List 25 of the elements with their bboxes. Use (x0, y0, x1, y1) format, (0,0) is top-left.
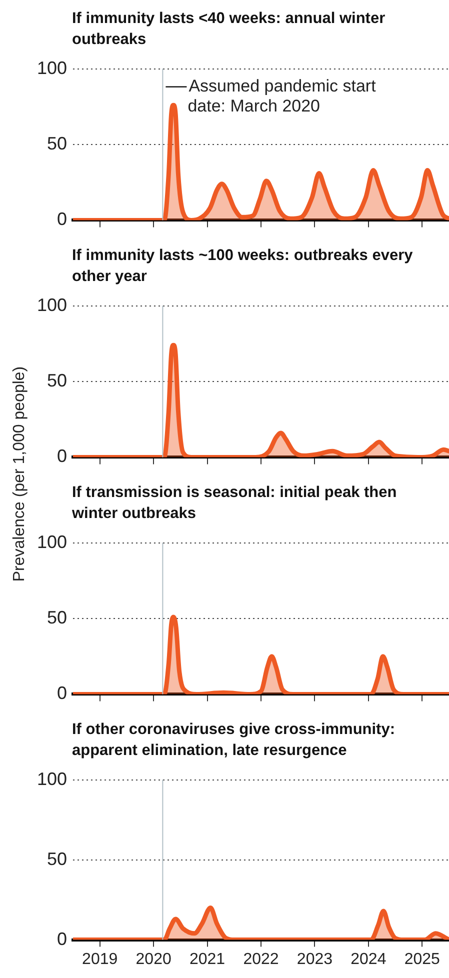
chart-title: If immunity lasts ~100 weeks: outbreaks every other year (72, 246, 414, 287)
y-tick-label: 100 (36, 58, 67, 78)
y-tick-label: 0 (56, 683, 67, 704)
y-tick-label: 100 (36, 768, 67, 789)
ref-line-label: Assumed pandemic start date: March 2020 (188, 76, 376, 116)
x-tick-label: 2023 (296, 950, 333, 968)
x-tick-label: 2022 (243, 950, 279, 968)
chart-title: If other coronaviruses give cross-immunity: apparent elimination, late resurgence (72, 720, 396, 761)
y-tick-label: 50 (46, 133, 67, 154)
x-tick-label: 2020 (136, 950, 172, 968)
chart-title: If immunity lasts <40 weeks: annual winter outbreaks (72, 9, 386, 50)
y-tick-label: 0 (56, 928, 67, 949)
y-tick-label: 50 (46, 370, 67, 390)
y-tick-label: 100 (36, 532, 67, 552)
x-tick-label: 2025 (404, 950, 440, 968)
y-axis-title: Prevalence (per 1,000 people) (11, 366, 29, 582)
y-tick-label: 50 (46, 607, 67, 628)
x-tick-label: 2021 (189, 950, 226, 968)
y-tick-label: 0 (56, 209, 67, 230)
y-tick-label: 50 (46, 848, 67, 869)
y-tick-label: 100 (36, 294, 67, 315)
x-tick-label: 2024 (350, 950, 386, 968)
x-tick-label: 2019 (82, 950, 118, 968)
chart-title: If transmission is seasonal: initial peak then winter outbreaks (72, 483, 398, 524)
y-tick-label: 0 (56, 446, 67, 466)
